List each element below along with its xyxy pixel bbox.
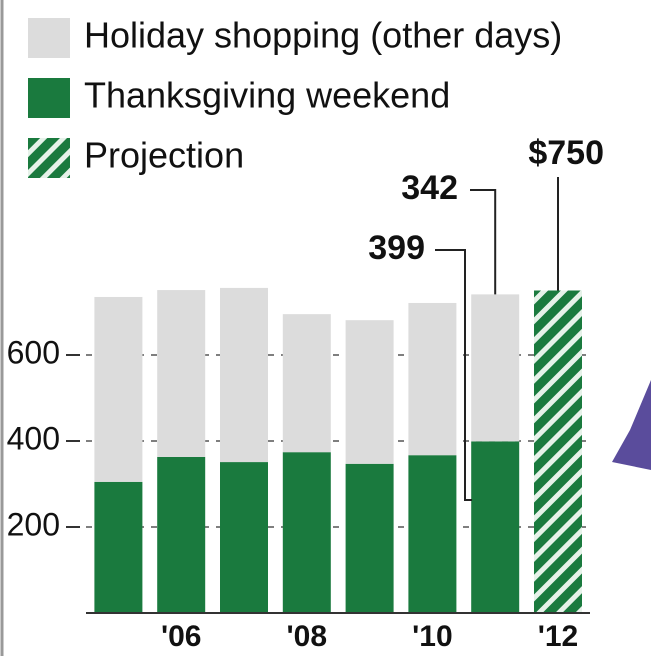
bar-segment xyxy=(157,457,205,613)
data-label: $750 xyxy=(528,134,604,172)
y-tick-label: 200 xyxy=(7,506,60,542)
bar-segment xyxy=(157,290,205,457)
bar-segment xyxy=(220,288,268,462)
bar-segment xyxy=(534,291,582,614)
y-tick-label: 400 xyxy=(7,420,60,456)
legend-label: Thanksgiving weekend xyxy=(84,75,450,116)
y-tick-label: 600 xyxy=(7,334,60,370)
bar-segment xyxy=(283,452,331,613)
bar-segment xyxy=(471,441,519,613)
bar-segment xyxy=(408,455,456,613)
decoration xyxy=(612,380,651,470)
legend-swatch xyxy=(28,138,70,178)
legend-label: Projection xyxy=(84,135,244,176)
bar-segment xyxy=(346,320,394,464)
x-tick-label: '06 xyxy=(161,620,202,653)
bar-segment xyxy=(408,303,456,455)
bar-segment xyxy=(94,482,142,613)
x-tick-label: '10 xyxy=(412,620,453,653)
bar-segment xyxy=(220,462,268,613)
data-label: 399 xyxy=(368,229,425,267)
data-label: 342 xyxy=(401,169,458,207)
bar-segment xyxy=(94,297,142,482)
bar-segment xyxy=(471,294,519,441)
legend-swatch xyxy=(28,78,70,118)
bar-segment xyxy=(346,464,394,613)
legend-swatch xyxy=(28,18,70,58)
leader-line xyxy=(470,190,495,294)
bar-segment xyxy=(283,314,331,452)
x-tick-label: '08 xyxy=(287,620,328,653)
x-tick-label: '12 xyxy=(538,620,579,653)
legend-label: Holiday shopping (other days) xyxy=(84,15,562,56)
chart: Holiday shopping (other days) Thanksgivin… xyxy=(0,0,651,656)
